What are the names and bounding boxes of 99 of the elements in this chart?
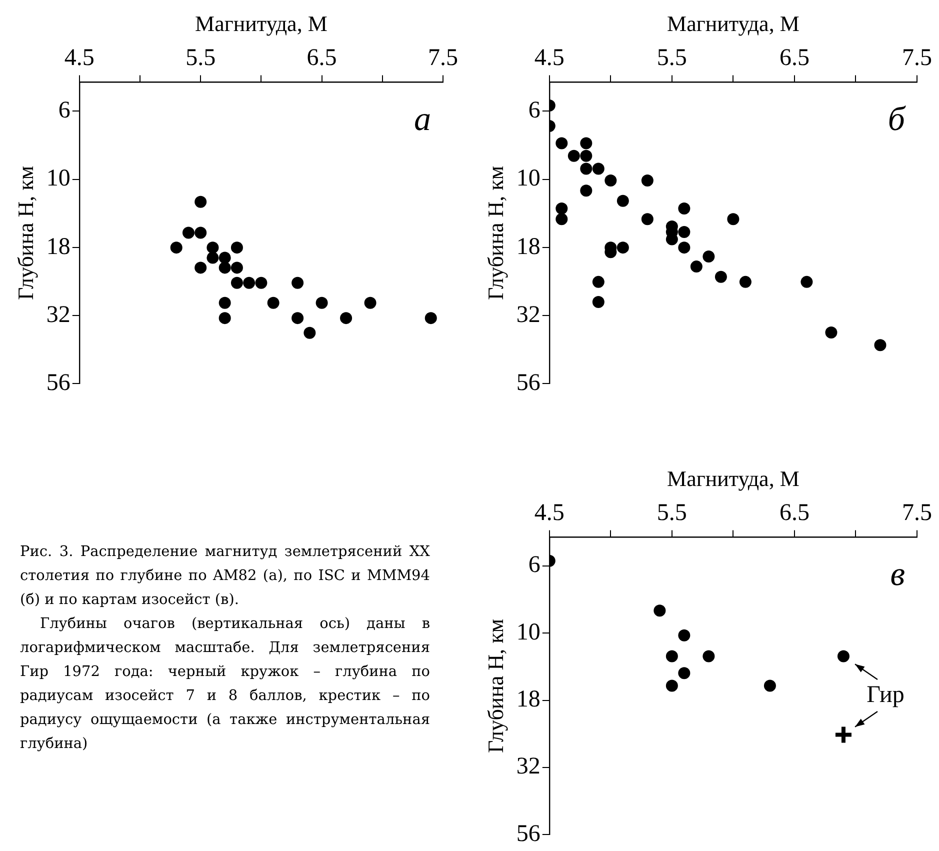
y-tick-label: 10: [516, 166, 540, 192]
x-tick-label: 5.5: [656, 45, 687, 72]
x-tick-label: 6.5: [779, 500, 810, 526]
point: [243, 276, 256, 289]
point: [727, 213, 740, 226]
y-tick-label: 32: [46, 302, 70, 328]
x-tick-label: 7.5: [428, 45, 458, 72]
point: [218, 262, 231, 274]
point: [654, 604, 666, 617]
point: [267, 296, 280, 309]
point: [316, 296, 328, 309]
point: [833, 724, 854, 745]
point: [678, 242, 690, 254]
point: [616, 242, 629, 254]
point: [556, 202, 568, 215]
point: [690, 260, 702, 273]
point: [424, 312, 437, 324]
annotation: б: [888, 101, 907, 138]
point: [580, 137, 592, 150]
point: [800, 276, 813, 288]
point: [218, 296, 231, 309]
x-tick-label: 4.5: [534, 500, 564, 526]
point: [739, 276, 752, 288]
point: [837, 650, 850, 662]
point: [678, 667, 690, 680]
point: [678, 226, 690, 238]
y-axis-title: Глубина H, км: [482, 166, 508, 300]
point: [592, 296, 604, 308]
point: [218, 312, 231, 324]
point: [218, 252, 231, 264]
point: [678, 629, 690, 642]
y-tick-label: 32: [516, 754, 540, 780]
y-tick-label: 56: [46, 370, 70, 396]
x-tick-label: 7.5: [902, 500, 932, 526]
point: [825, 326, 838, 339]
text: Глубины очагов (вертикальная ось) даны в логарифмическом масштабе. Для землетрясения Гир 1972 года: черный кружок – глубина по радиусам изосейст 7 и 8 баллов, крестик – по радиусу ощущаемости (а также инструментальная глубина): [20, 615, 430, 754]
point: [556, 213, 568, 226]
x-tick-label: 6.5: [779, 45, 810, 72]
point: [568, 150, 580, 162]
x-axis-title: Магнитуда, M: [195, 10, 328, 36]
y-tick-label: 18: [516, 234, 540, 260]
point: [340, 312, 352, 324]
y-tick-label: 18: [516, 686, 540, 713]
x-tick-label: 4.5: [534, 45, 564, 72]
y-tick-label: 18: [46, 234, 70, 260]
point: [641, 213, 654, 226]
point: [230, 276, 243, 289]
point: [604, 174, 617, 187]
point: [364, 296, 376, 309]
point: [580, 150, 592, 162]
point: [255, 276, 268, 289]
point: [206, 252, 219, 264]
y-axis-title: Глубина H, км: [482, 618, 508, 754]
x-tick-label: 5.5: [656, 500, 687, 526]
x-tick-label: 7.5: [902, 45, 932, 72]
point: [714, 270, 727, 283]
point: [556, 137, 568, 150]
text: Рис. 3. Распределение магнитуд землетрясений XX столетия по глубине по AM82 (а), по ISC и MMM94 (б) и по картам изосейст (в).: [20, 543, 430, 610]
point: [678, 202, 690, 215]
y-tick-label: 6: [528, 97, 540, 124]
point: [874, 339, 886, 352]
y-tick-label: 6: [528, 552, 540, 578]
point: [292, 312, 304, 324]
y-tick-label: 10: [516, 619, 540, 646]
point: [194, 262, 207, 274]
y-tick-label: 56: [516, 820, 540, 847]
point: [580, 184, 592, 197]
x-tick-label: 6.5: [306, 45, 337, 72]
x-tick-label: 5.5: [186, 45, 216, 72]
point: [194, 196, 207, 208]
point: [702, 650, 715, 662]
point: [182, 226, 194, 239]
annotation: в: [890, 556, 906, 594]
point: [194, 226, 207, 239]
point: [592, 276, 604, 288]
point: [206, 242, 219, 254]
y-axis-title: Глубина H, км: [12, 166, 38, 300]
point: [702, 250, 715, 263]
annotation: а: [414, 101, 431, 138]
point: [641, 174, 654, 187]
x-tick-label: 4.5: [64, 45, 94, 72]
x-axis-title: Магнитуда, M: [667, 466, 800, 491]
point: [666, 650, 678, 662]
point: [304, 326, 316, 339]
point: [170, 242, 182, 254]
point: [764, 680, 776, 692]
point: [666, 680, 678, 692]
point: [616, 194, 629, 207]
annotation: Гир: [866, 682, 904, 708]
point: [580, 162, 592, 175]
y-tick-label: 6: [58, 97, 70, 124]
y-tick-label: 56: [516, 370, 540, 396]
point: [230, 262, 243, 274]
y-tick-label: 10: [46, 166, 70, 192]
point: [592, 162, 604, 175]
point: [292, 276, 304, 289]
point: [230, 242, 243, 254]
x-axis-title: Магнитуда, M: [667, 10, 800, 36]
y-tick-label: 32: [516, 302, 540, 328]
